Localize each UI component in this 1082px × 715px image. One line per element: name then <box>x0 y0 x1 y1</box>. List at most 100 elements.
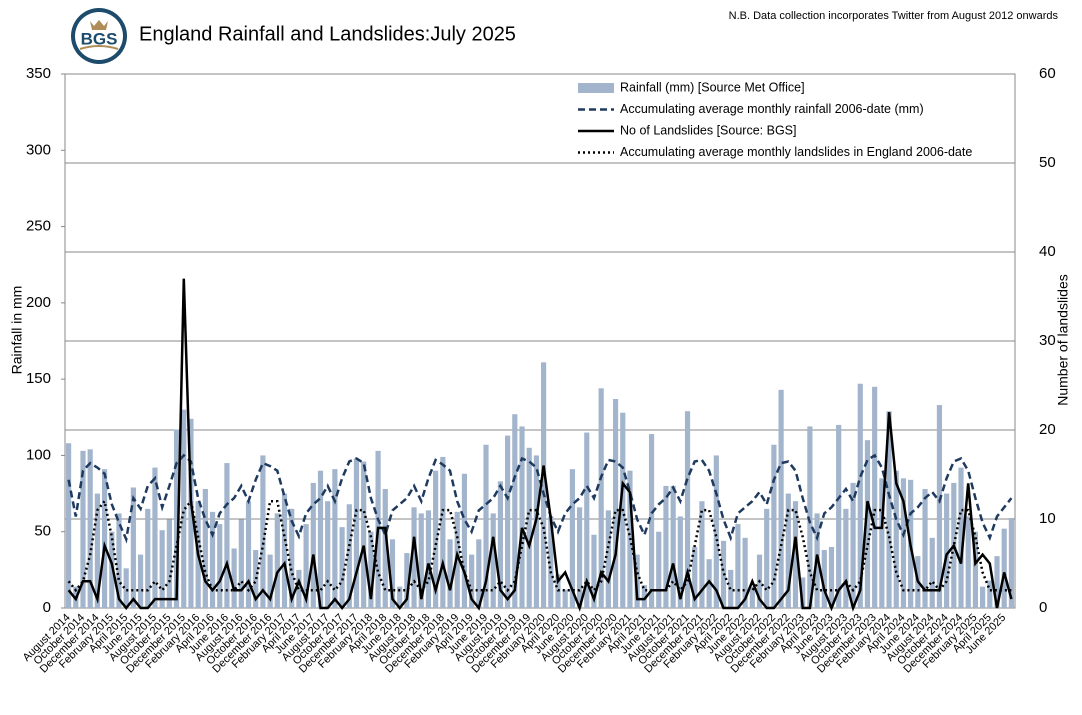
bar <box>792 501 799 608</box>
logo-wave <box>79 45 119 50</box>
bar <box>245 501 252 608</box>
legend-label: No of Landslides [Source: BGS] <box>620 123 796 137</box>
bar <box>670 485 676 608</box>
bar <box>771 444 777 608</box>
bar <box>152 467 158 608</box>
bar <box>101 469 108 608</box>
bar <box>807 426 813 608</box>
bar <box>1001 528 1007 608</box>
bar <box>389 539 396 608</box>
bar <box>584 432 590 608</box>
y2-tick-label: 50 <box>1039 154 1056 171</box>
bar <box>656 531 662 608</box>
bar <box>490 513 496 608</box>
y2-tick-label: 30 <box>1039 332 1056 349</box>
bar <box>512 414 518 608</box>
bar <box>922 488 928 608</box>
bar <box>958 467 964 608</box>
bar <box>562 589 568 608</box>
bar <box>764 508 770 608</box>
bar <box>1008 517 1014 608</box>
bar <box>576 507 583 608</box>
bar <box>361 461 367 608</box>
bar <box>541 362 547 608</box>
bar <box>677 516 683 608</box>
bar <box>253 550 259 608</box>
bar <box>188 418 194 608</box>
y-tick-label: 0 <box>43 599 51 616</box>
bar <box>749 586 755 608</box>
bar <box>159 530 165 608</box>
bar <box>109 531 115 608</box>
bar <box>231 548 237 608</box>
bar <box>425 510 432 608</box>
bar <box>505 435 511 608</box>
bar <box>353 458 360 608</box>
bar <box>274 513 280 608</box>
bar <box>339 527 345 608</box>
bar <box>836 424 842 608</box>
chart-title: England Rainfall and Landslides:July 202… <box>139 23 516 45</box>
bar <box>332 469 338 608</box>
bar <box>411 507 417 608</box>
bar <box>994 556 1000 608</box>
bar <box>713 455 719 608</box>
bar <box>800 577 806 608</box>
bar <box>526 447 532 608</box>
bar <box>879 478 885 608</box>
y-tick-label: 200 <box>26 294 51 311</box>
bar <box>936 405 943 608</box>
bar <box>303 524 309 608</box>
bar <box>850 482 856 608</box>
bar <box>281 493 288 608</box>
bar <box>166 519 172 608</box>
bar <box>267 554 273 608</box>
bar <box>87 449 93 608</box>
bar <box>137 554 144 608</box>
bar <box>699 501 705 608</box>
bar <box>116 513 122 608</box>
bar <box>605 510 611 608</box>
line-dashed <box>67 453 1013 544</box>
line-dotted <box>67 498 1012 593</box>
bar <box>497 481 504 608</box>
bar <box>893 470 899 608</box>
y2-tick-label: 20 <box>1039 421 1056 438</box>
bar <box>900 478 907 608</box>
bar <box>843 508 849 608</box>
y-tick-label: 100 <box>26 446 51 463</box>
bar <box>94 493 100 608</box>
bar <box>469 554 475 608</box>
bar <box>987 580 993 608</box>
bar <box>569 469 575 608</box>
bar <box>418 513 424 608</box>
bar <box>857 383 863 608</box>
bar <box>663 485 669 608</box>
y2-tick-label: 60 <box>1039 65 1056 82</box>
bar <box>591 534 597 608</box>
bar <box>828 546 835 608</box>
bar <box>476 539 482 608</box>
bar <box>181 409 187 608</box>
bar <box>742 537 748 608</box>
bar <box>317 470 324 608</box>
bar <box>217 524 223 608</box>
bar <box>310 482 316 608</box>
bar <box>123 568 129 608</box>
y-tick-label: 50 <box>34 523 51 540</box>
note: N.B. Data collection incorporates Twitte… <box>729 10 1059 22</box>
bar <box>944 493 950 608</box>
bar <box>735 524 741 608</box>
bar <box>202 488 208 608</box>
bar <box>461 473 468 608</box>
bar <box>980 586 986 608</box>
y2-axis-label: Number of landslides <box>1055 274 1071 406</box>
bar <box>325 501 331 608</box>
bar <box>173 429 180 608</box>
bar <box>778 389 784 608</box>
bar <box>598 388 604 608</box>
y-tick-label: 300 <box>26 141 51 158</box>
y2-tick-label: 0 <box>1039 599 1047 616</box>
bar <box>440 456 446 608</box>
